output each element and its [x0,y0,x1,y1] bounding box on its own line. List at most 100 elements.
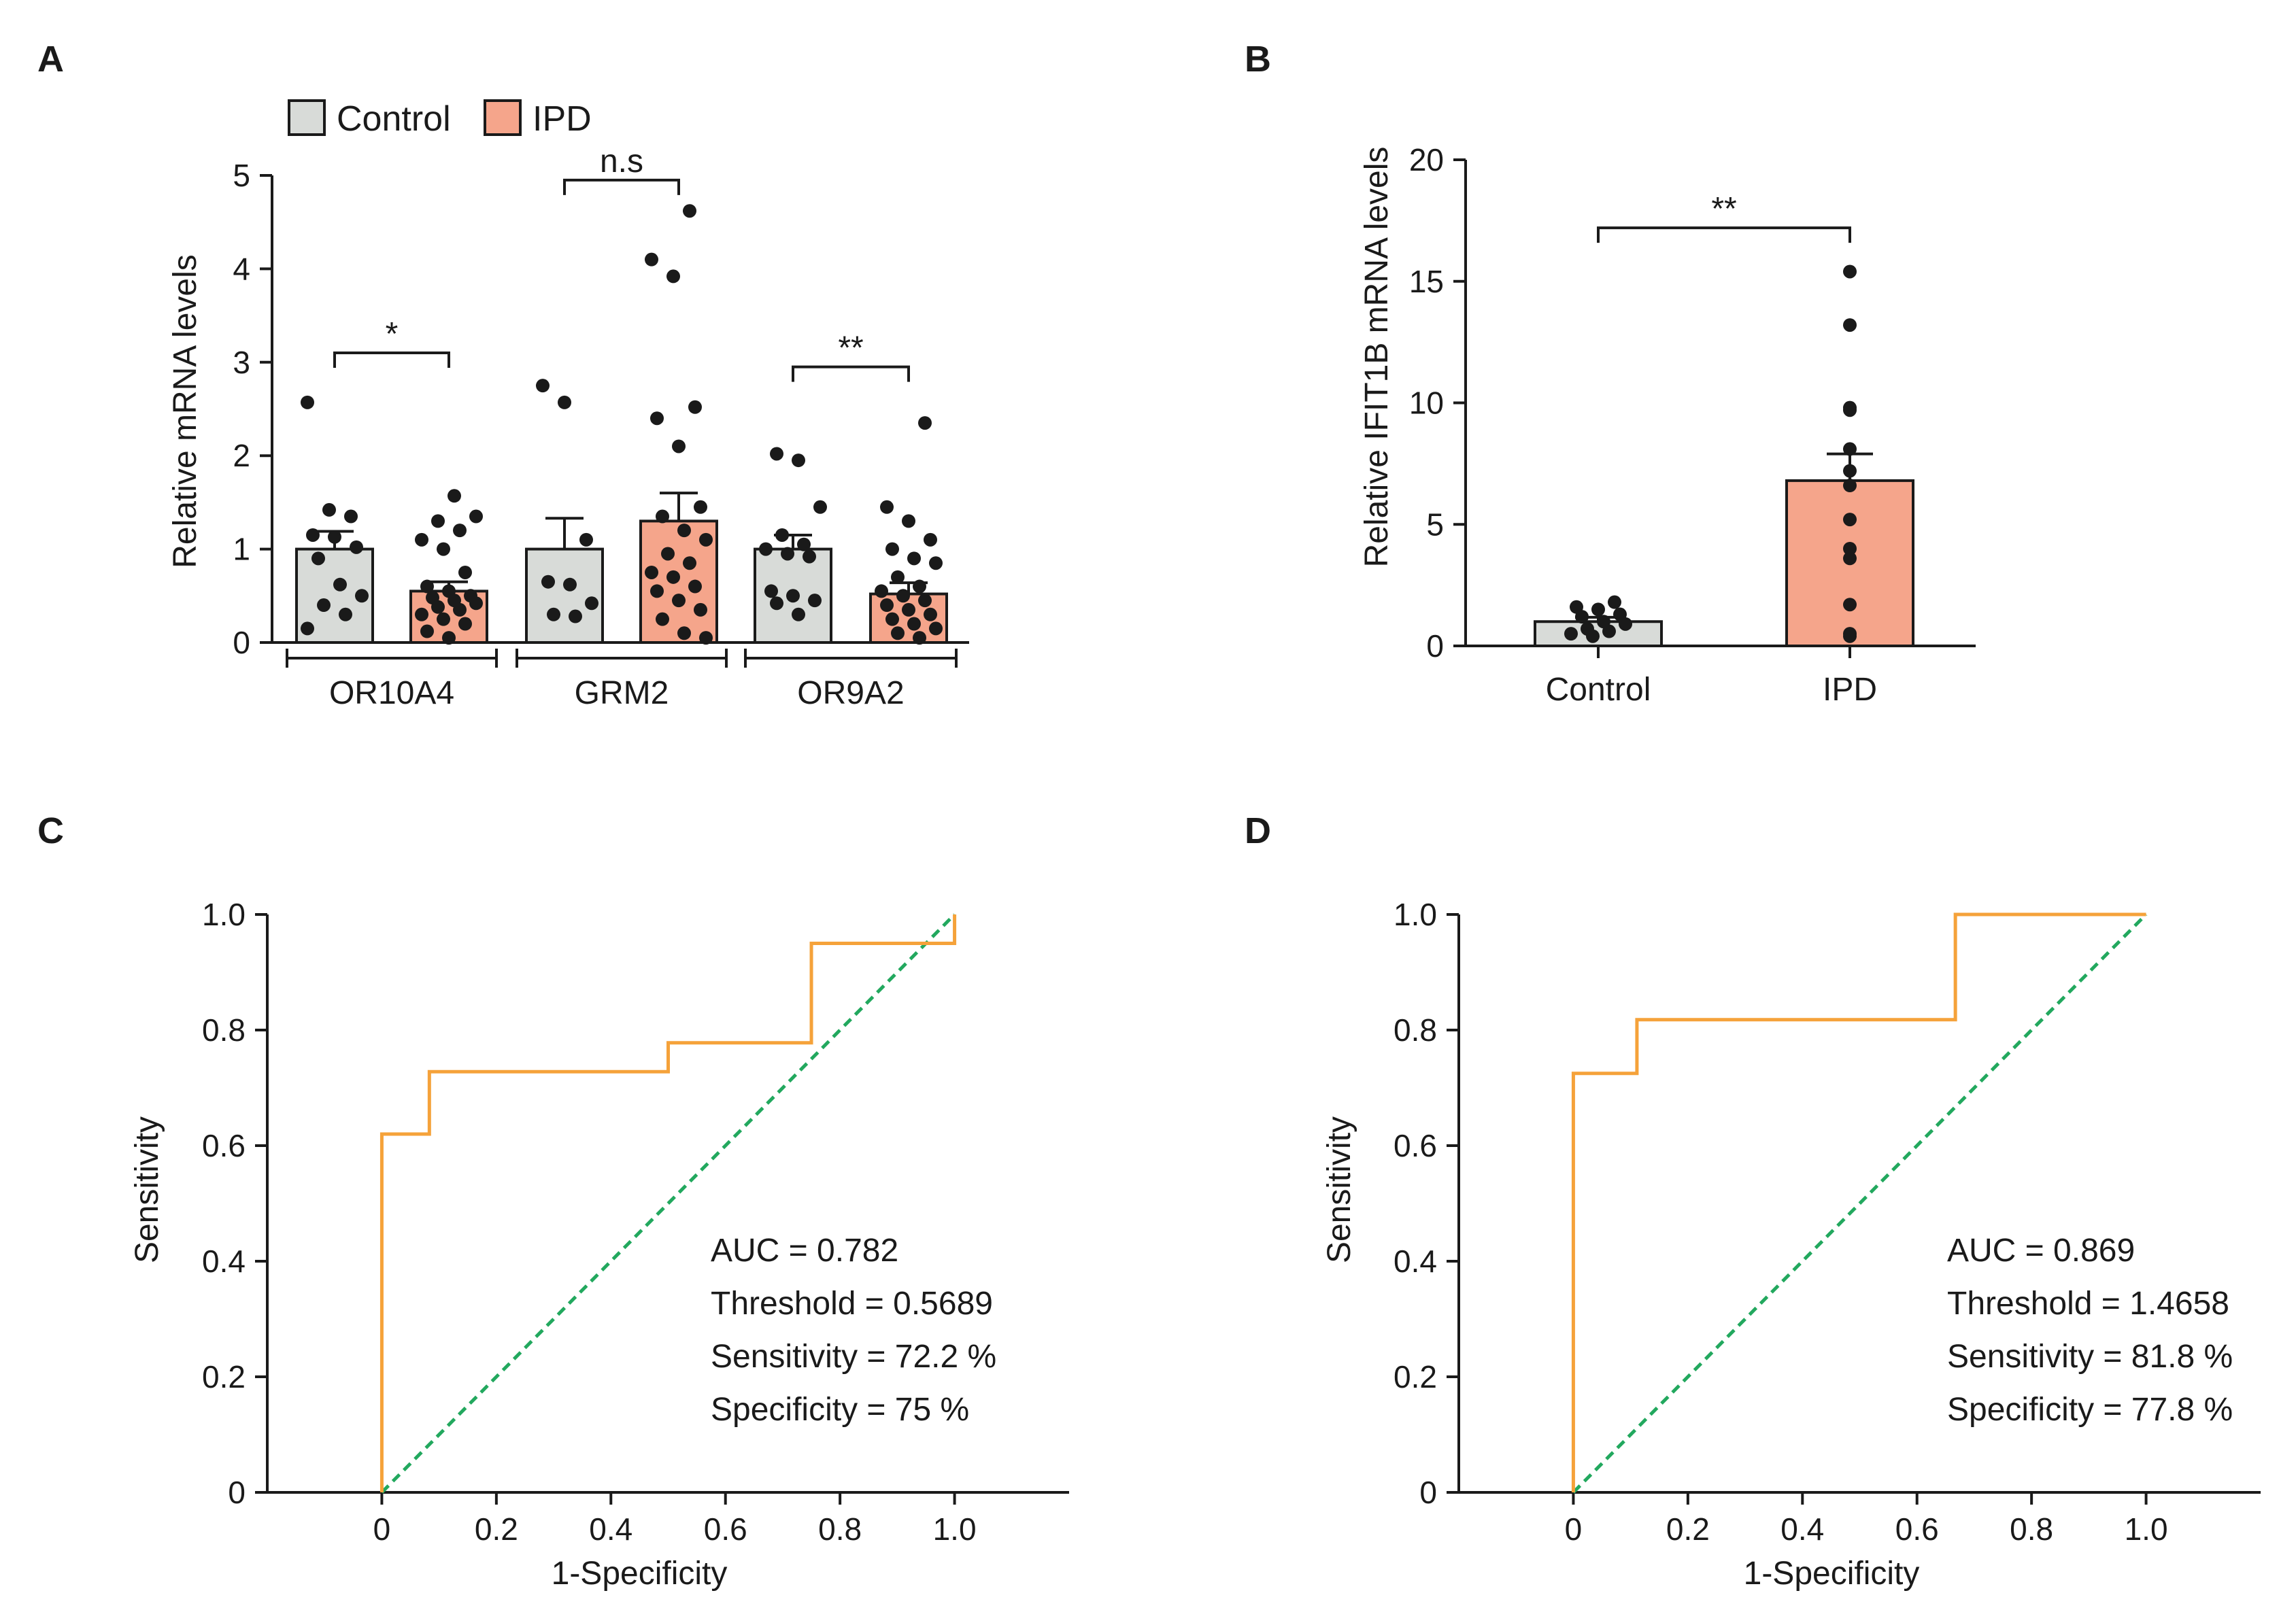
panel-a-data-point [764,584,778,598]
panel-b-data-point [1843,513,1857,527]
panel-c-x-tick-label: 1.0 [933,1511,977,1547]
panel-c-x-tick-label: 0.2 [475,1511,518,1547]
panel-a-data-point [420,579,434,594]
panel-b-data-point [1843,629,1857,643]
panel-a-data-point [803,549,816,564]
panel-a-y-tick-label: 5 [233,158,250,193]
panel-a-data-point [907,551,921,566]
panel-a-data-point [317,598,331,613]
panel-a-data-point [677,524,691,538]
panel-a-data-point [311,551,325,566]
panel-a-data-point [924,607,937,621]
panel-d-y-tick-label: 0.6 [1394,1128,1437,1163]
panel-a-significance-bracket [792,365,910,382]
panel-a-data-point [442,631,456,645]
panel-c-x-tick-label: 0 [373,1511,391,1547]
panel-d-x-tick-label: 0.4 [1780,1511,1824,1547]
panel-a-data-point [924,532,937,547]
panel-d-roc-chart: 1-Specificity Sensitivity AUC = 0.869 Th… [1321,897,2261,1592]
panel-b-data-point [1575,610,1589,624]
panel-b-y-tick-label: 20 [1409,142,1444,177]
panel-a-data-point [536,379,550,393]
panel-a-data-point [541,575,555,589]
panel-d-x-tick-label: 0.6 [1895,1511,1939,1547]
panel-a-data-point [431,514,445,528]
panel-a-significance-label: * [386,316,399,352]
panel-c-auc: AUC = 0.782 [711,1233,898,1269]
panel-a-data-point [469,596,483,611]
panel-b-data-point [1843,403,1857,417]
panel-a-y-tick-label: 1 [233,532,250,567]
panel-b-data-point [1843,264,1857,279]
panel-a-data-point [781,547,794,561]
panel-d-x-tick-label: 0.8 [2010,1511,2053,1547]
panel-b-data-point [1843,318,1857,332]
panel-d-xlabel: 1-Specificity [1744,1556,1920,1592]
panel-c-y-tick-label: 0.6 [202,1128,246,1163]
panel-c-roc-chart: 1-Specificity Sensitivity AUC = 0.782 Th… [129,897,1069,1592]
panel-a-data-point [420,624,434,638]
panel-d-y-tick-label: 0.2 [1394,1359,1437,1394]
panel-a-data-point [645,252,658,267]
panel-a-data-point [666,570,680,584]
panel-a-data-point [786,589,800,603]
panel-c-y-tick-label: 1.0 [202,897,246,932]
panel-b-significance-bracket [1597,226,1851,243]
panel-a-data-point [355,589,369,603]
panel-a-legend: Control IPD [288,99,592,139]
panel-c-y-tick-label: 0 [228,1475,246,1510]
panel-d-roc-curve [1571,912,2146,1492]
panel-a-data-point [902,514,915,528]
panel-b-data-point [1608,595,1621,609]
panel-a-data-point [891,626,905,640]
panel-c-y-tick-label: 0.4 [202,1244,246,1279]
panel-a-significance-label: ** [838,330,863,366]
panel-a-data-point [437,612,450,626]
panel-a-data-point [448,489,461,503]
panel-a-data-point [929,556,943,570]
panel-b-data-point [1843,442,1857,456]
panel-a-data-point [650,584,664,598]
panel-a-data-point [683,204,696,218]
panel-d-y-tick-label: 0.4 [1394,1244,1437,1279]
panel-c-x-tick-label: 0.8 [818,1511,862,1547]
panel-b-data-point [1843,542,1857,555]
panel-a-data-point [322,502,336,517]
panel-a-data-point [770,447,783,461]
panel-c-reference-line [380,913,956,1494]
panel-a-data-point [645,565,658,579]
panel-a-data-point [677,626,691,640]
panel-a-data-point [569,609,582,623]
panel-a-group-label: OR10A4 [329,675,454,711]
panel-d-label: D [1245,810,1271,851]
panel-a-data-point [656,612,669,626]
panel-d-reference-line [1572,913,2148,1494]
panel-a-data-point [770,596,783,611]
panel-a-data-point [813,500,827,514]
panel-a-data-point [431,600,445,614]
panel-a-data-point [792,607,805,621]
panel-a-significance-bracket [333,352,450,369]
panel-b-data-point [1843,464,1857,478]
panel-d-y-tick-label: 1.0 [1394,897,1437,932]
panel-d-ylabel: Sensitivity [1321,1116,1357,1263]
panel-a-data-point [453,524,467,538]
panel-c-ylabel: Sensitivity [129,1116,165,1263]
panel-a-data-point [797,537,811,551]
panel-b-data-point [1619,617,1632,631]
panel-a-ylabel: Relative mRNA levels [167,254,203,568]
panel-b-data-point [1843,479,1857,493]
panel-a-data-point [306,528,320,542]
panel-a-data-point [672,594,686,608]
panel-b-x-tick-label: Control [1546,672,1651,708]
panel-a-data-point [907,617,921,631]
panel-c-x-tick-label: 0.6 [704,1511,747,1547]
panel-a-data-point [875,584,888,598]
panel-c-xlabel: 1-Specificity [552,1556,728,1592]
panel-a-data-point [301,621,314,636]
panel-b-y-tick-label: 10 [1409,386,1444,421]
panel-c-sensitivity: Sensitivity = 72.2 % [711,1339,996,1375]
panel-a-data-point [301,395,314,409]
panel-a-data-point [656,509,669,524]
